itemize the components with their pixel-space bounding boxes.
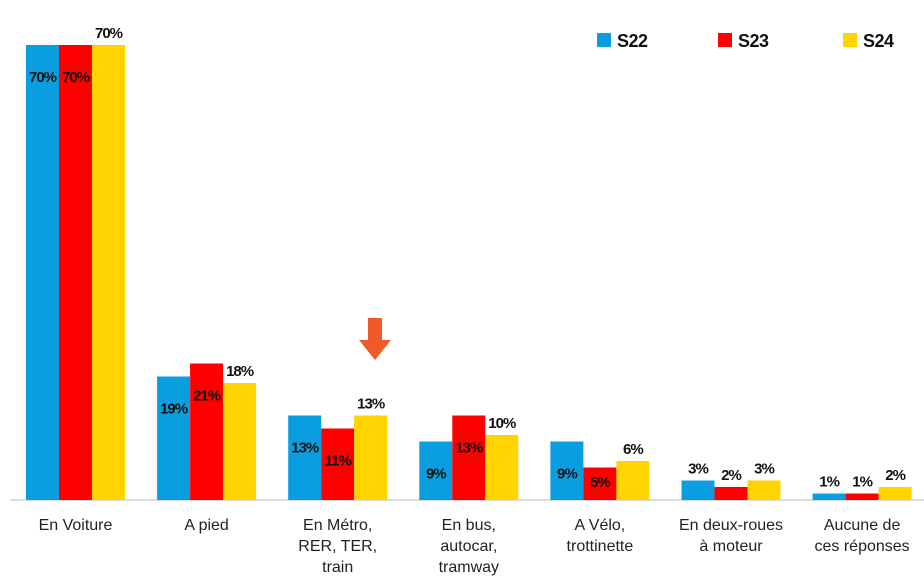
legend-swatch bbox=[718, 33, 732, 47]
bar bbox=[812, 493, 846, 500]
value-label: 70% bbox=[29, 69, 57, 86]
arrow bbox=[359, 318, 391, 360]
bar bbox=[354, 415, 388, 500]
x-tick-label-line: A Vélo, bbox=[575, 517, 626, 534]
x-tick-label: A pied bbox=[184, 517, 228, 534]
x-tick-label-line: RER, TER, bbox=[298, 538, 377, 555]
x-tick-label: A Vélo, trottinette bbox=[567, 517, 634, 555]
value-label: 70% bbox=[95, 25, 123, 42]
value-label: 2% bbox=[721, 467, 741, 484]
x-tick-label-line: En bus, bbox=[442, 517, 496, 534]
legend-label: S22 bbox=[617, 31, 648, 51]
value-label: 13% bbox=[455, 440, 483, 457]
legend-label: S23 bbox=[738, 31, 769, 51]
x-tick-label: En Métro, RER, TER, train bbox=[298, 517, 377, 576]
value-label: 21% bbox=[193, 388, 221, 405]
legend-swatch bbox=[597, 33, 611, 47]
legend-label: S24 bbox=[863, 31, 894, 51]
x-tick-label-line: Aucune de bbox=[824, 517, 901, 534]
bar bbox=[452, 415, 486, 500]
bar bbox=[714, 487, 748, 500]
value-label: 13% bbox=[291, 440, 319, 457]
bar bbox=[485, 435, 519, 500]
bar bbox=[59, 45, 92, 500]
x-tick-label-line: En Voiture bbox=[39, 517, 113, 534]
x-tick-label-line: trottinette bbox=[567, 538, 634, 555]
x-tick-label-line: à moteur bbox=[699, 538, 763, 555]
bar bbox=[26, 45, 59, 500]
value-label: 11% bbox=[325, 453, 352, 470]
value-label: 13% bbox=[357, 396, 385, 413]
x-tick-label: En Voiture bbox=[39, 517, 113, 534]
value-label: 1% bbox=[819, 474, 839, 491]
value-label: 3% bbox=[688, 461, 708, 478]
x-tick-label-line: tramway bbox=[439, 559, 499, 576]
value-label: 1% bbox=[852, 474, 872, 491]
bar bbox=[583, 467, 617, 500]
value-label: 5% bbox=[590, 474, 610, 491]
bar bbox=[550, 441, 584, 500]
value-label: 3% bbox=[754, 461, 774, 478]
value-label: 9% bbox=[426, 466, 446, 483]
x-tick-label: Aucune de ces réponses bbox=[815, 517, 910, 555]
value-label: 2% bbox=[885, 467, 905, 484]
x-tick-label: En deux-roues à moteur bbox=[679, 517, 783, 555]
legend-swatch bbox=[843, 33, 857, 47]
x-tick-label-line: A pied bbox=[184, 517, 228, 534]
value-label: 9% bbox=[557, 466, 577, 483]
bar bbox=[190, 363, 224, 500]
bar bbox=[616, 461, 650, 500]
x-tick-label-line: En deux-roues bbox=[679, 517, 783, 534]
value-label: 19% bbox=[160, 401, 188, 418]
bar bbox=[321, 428, 355, 500]
x-tick-label: En bus, autocar, tramway bbox=[439, 517, 499, 576]
bar bbox=[419, 441, 453, 500]
x-tick-label-line: En Métro, bbox=[303, 517, 372, 534]
x-tick-label-line: autocar, bbox=[440, 538, 497, 555]
bar bbox=[878, 487, 912, 500]
bar bbox=[845, 493, 879, 500]
x-tick-label-line: ces réponses bbox=[815, 538, 910, 555]
value-label: 18% bbox=[226, 363, 254, 380]
bar bbox=[288, 415, 322, 500]
x-tick-label-line: train bbox=[322, 559, 353, 576]
value-label: 70% bbox=[62, 69, 90, 86]
value-label: 10% bbox=[488, 415, 516, 432]
bar bbox=[681, 480, 715, 500]
bar bbox=[747, 480, 781, 500]
bar bbox=[157, 376, 191, 500]
value-label: 6% bbox=[623, 441, 643, 458]
bar bbox=[223, 383, 257, 500]
bar bbox=[92, 45, 125, 500]
